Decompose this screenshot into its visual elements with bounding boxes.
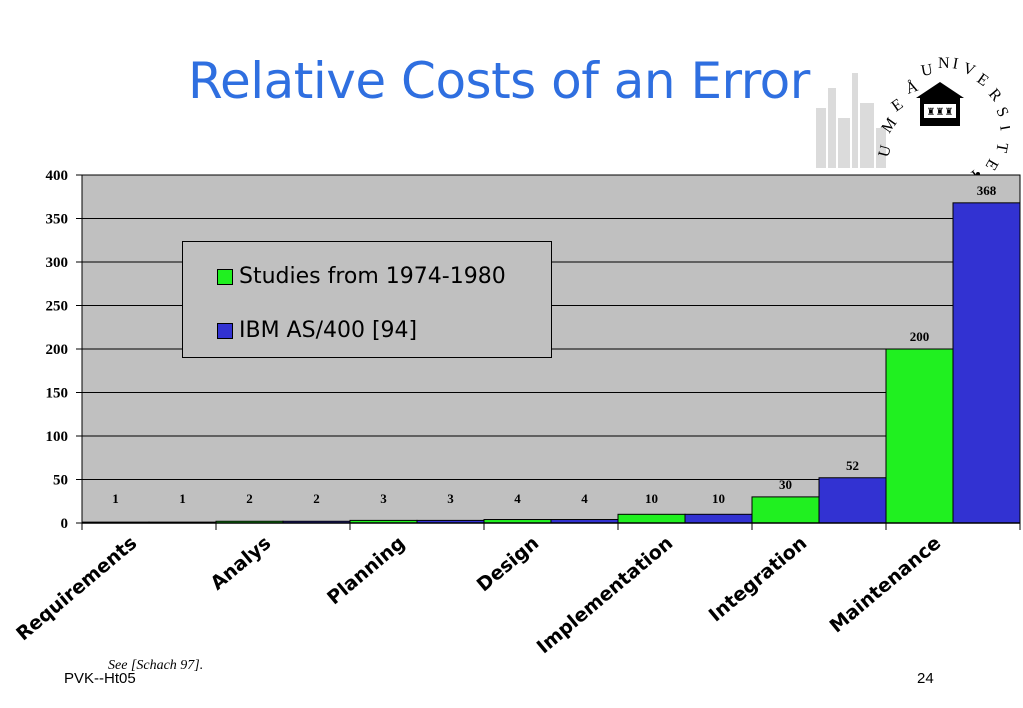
svg-text:I: I: [951, 55, 959, 73]
svg-text:U: U: [875, 143, 895, 159]
svg-text:N: N: [938, 55, 950, 72]
x-tick-label: Requirements: [12, 532, 141, 645]
bar-integration-series1: [751, 496, 820, 524]
data-label: 3: [447, 491, 454, 506]
y-tick-label: 50: [53, 473, 68, 489]
y-tick-label: 100: [46, 429, 69, 445]
data-label: 4: [581, 491, 588, 506]
x-tick-label: Planning: [323, 532, 409, 609]
data-label: 4: [514, 491, 521, 506]
data-label: 10: [712, 491, 725, 506]
bar-maintenance-series1: [885, 348, 954, 524]
data-label: 10: [645, 491, 658, 506]
bar-maintenance-series2: [952, 202, 1021, 524]
legend-swatch-green: [217, 268, 233, 285]
skyline-watermark: [816, 73, 886, 168]
x-tick-label: Design: [473, 532, 544, 596]
legend-label-series2: IBM AS/400 [94]: [239, 318, 418, 343]
svg-text:T: T: [992, 141, 1010, 154]
chart-legend: Studies from 1974-1980 IBM AS/400 [94]: [182, 241, 552, 358]
y-tick-label: 400: [46, 168, 69, 184]
emblem-icon: ♜♜♜: [916, 82, 964, 126]
y-tick-label: 0: [61, 516, 69, 532]
y-tick-label: 150: [46, 386, 69, 402]
page-number: 24: [917, 670, 934, 687]
legend-item-series1: Studies from 1974-1980: [217, 264, 506, 289]
y-tick-label: 250: [46, 299, 69, 315]
legend-swatch-blue: [217, 322, 233, 339]
legend-item-series2: IBM AS/400 [94]: [217, 318, 417, 343]
y-tick-label: 300: [46, 255, 69, 271]
legend-label-series1: Studies from 1974-1980: [239, 264, 506, 289]
data-label: 2: [313, 491, 320, 506]
svg-text:U: U: [920, 61, 935, 80]
university-logo: ♜♜♜ U M E Å U N I V E R S I T E T: [816, 55, 1010, 178]
y-tick-label: 350: [46, 212, 69, 228]
data-label: 3: [380, 491, 387, 506]
data-label: 52: [846, 458, 859, 473]
data-label: 200: [910, 329, 930, 344]
x-tick-label: Implementation: [533, 532, 677, 658]
data-label: 368: [977, 183, 997, 198]
y-tick-label: 200: [46, 342, 69, 358]
x-tick-label: Maintenance: [826, 532, 946, 637]
bar-implementation-series2: [684, 513, 753, 524]
data-label: 30: [779, 477, 792, 492]
bar-implementation-series1: [617, 513, 686, 524]
x-tick-label: Integration: [705, 532, 811, 626]
data-label: 1: [179, 491, 186, 506]
footer-course-code: PVK--Ht05: [64, 670, 136, 687]
data-label: 2: [246, 491, 253, 506]
svg-text:♜♜♜: ♜♜♜: [927, 107, 954, 118]
bar-integration-series2: [818, 477, 887, 524]
svg-text:I: I: [996, 124, 1010, 132]
x-tick-label: Analys: [206, 532, 275, 595]
data-label: 1: [112, 491, 119, 506]
source-citation: See [Schach 97].: [108, 658, 204, 673]
slide-title: Relative Costs of an Error: [188, 52, 810, 110]
